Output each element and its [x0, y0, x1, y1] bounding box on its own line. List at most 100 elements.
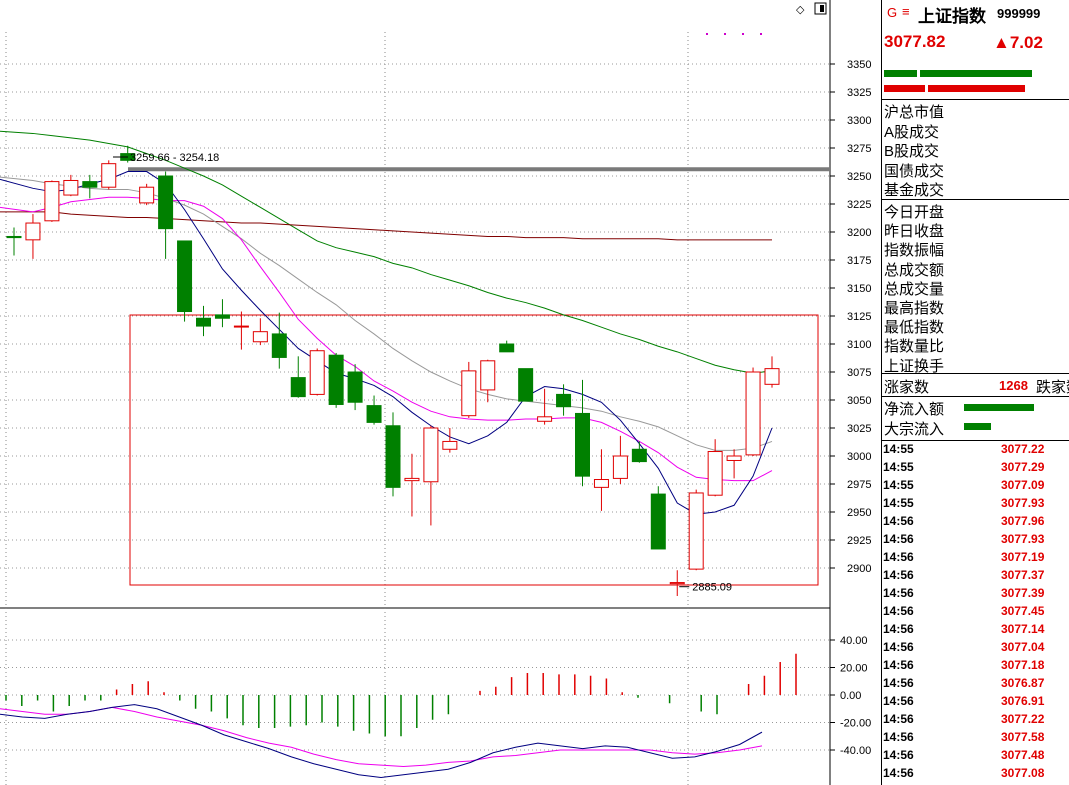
y-tick-label: 3025	[847, 423, 871, 435]
tick-price: 3077.14	[1001, 622, 1045, 636]
stat-label: 指数量比	[884, 338, 945, 356]
candle-body	[252, 331, 268, 343]
tick-time: 14:56	[883, 730, 914, 744]
y-tick-label: 2975	[847, 479, 871, 491]
macd-dea-line	[0, 706, 763, 768]
macd-y-tick-label: 0.00	[840, 690, 861, 702]
candle-body	[347, 371, 363, 403]
y-tick-label: 2950	[847, 507, 871, 519]
red-bar-right	[928, 85, 1025, 92]
turnover-label: 基金成交	[884, 182, 945, 199]
candle-body	[328, 354, 344, 405]
tick-time: 14:56	[883, 514, 914, 528]
current-price: 3077.82	[884, 32, 946, 51]
candle-body	[442, 440, 458, 450]
candle-body	[271, 333, 287, 358]
ma-slow-line	[0, 211, 772, 241]
y-tick-label: 3350	[847, 59, 871, 71]
tick-time: 14:56	[883, 550, 914, 564]
turnover-label: B股成交	[884, 143, 940, 160]
g-label[interactable]: G	[887, 5, 898, 20]
candle-body	[25, 222, 41, 241]
y-tick-label: 3300	[847, 115, 871, 127]
stat-label: 总成交量	[884, 280, 945, 298]
candle-body	[139, 186, 155, 204]
diamond-icon: ◇	[796, 4, 805, 16]
price-change: ▲7.02	[993, 33, 1043, 52]
tick-time: 14:56	[883, 676, 914, 690]
macd-y-tick-label: 20.00	[840, 663, 868, 675]
index-name: 上证指数	[918, 7, 986, 26]
high-label: 3259.66 - 3254.18	[130, 152, 219, 164]
candle-body	[707, 451, 723, 496]
y-tick-label: 3200	[847, 227, 871, 239]
dec-label: 跌家数	[1036, 379, 1069, 396]
ma-long-line	[0, 176, 773, 451]
turnover-label: A股成交	[884, 123, 940, 141]
stat-label: 今日开盘	[884, 204, 945, 221]
stat-label: 指数振幅	[884, 242, 945, 260]
tick-price: 3077.45	[1001, 604, 1045, 618]
low-label: 2885.09	[692, 582, 732, 594]
y-tick-label: 3275	[847, 143, 871, 155]
tick-price: 3077.19	[1001, 550, 1045, 564]
adv-label: 涨家数	[884, 379, 930, 396]
macd-y-tick-label: -40.00	[840, 745, 871, 757]
y-tick-label: 3100	[847, 339, 871, 351]
tick-time: 14:56	[883, 694, 914, 708]
tick-price: 3077.37	[1001, 568, 1045, 582]
tick-price: 3077.58	[1001, 730, 1045, 744]
candle-body	[650, 493, 666, 550]
macd-y-tick-label: 40.00	[840, 635, 868, 647]
tick-price: 3077.29	[1001, 460, 1045, 474]
y-tick-label: 3225	[847, 199, 871, 211]
y-tick-label: 3175	[847, 255, 871, 267]
stat-label: 最高指数	[884, 300, 945, 317]
candle-body	[593, 479, 609, 488]
stat-label: 总成交额	[884, 261, 945, 279]
tick-price: 3076.87	[1001, 676, 1045, 690]
candle-body	[631, 448, 647, 463]
tick-price: 3077.22	[1001, 712, 1045, 726]
tick-price: 3077.93	[1001, 532, 1045, 546]
candle-body	[158, 175, 174, 230]
candle-body	[518, 368, 534, 402]
marker-dot	[742, 33, 744, 35]
candle-body	[177, 240, 193, 313]
red-bar-left	[884, 85, 925, 92]
candle-body	[688, 492, 704, 570]
quote-panel: G ≡ 上证指数 999999 3077.82 ▲7.02 沪总市值 A股成交 B股…	[881, 0, 1069, 785]
stat-label: 最低指数	[884, 319, 945, 337]
tick-price: 3077.96	[1001, 514, 1045, 528]
stat-label: 昨日收盘	[884, 223, 945, 241]
candle-body	[423, 427, 439, 483]
green-bar-right	[920, 70, 1032, 77]
tick-price: 3077.08	[1001, 766, 1045, 780]
ma-slowest-line	[0, 130, 773, 374]
tick-price: 3077.22	[1001, 442, 1045, 456]
candle-body	[63, 179, 79, 196]
candle-body	[214, 314, 230, 319]
candle-body	[44, 181, 60, 222]
candle-body	[480, 360, 496, 391]
candle-body	[556, 393, 572, 408]
tick-time: 14:55	[883, 442, 914, 456]
marker-dot	[760, 33, 762, 35]
candle-body	[6, 235, 22, 239]
tick-price: 3077.48	[1001, 748, 1045, 762]
turnover-label: 国债成交	[884, 162, 945, 180]
candle-body	[575, 412, 590, 477]
candle-body	[537, 416, 553, 422]
menu-icon[interactable]: ≡	[902, 4, 910, 19]
tick-time: 14:56	[883, 532, 914, 546]
tick-time: 14:56	[883, 658, 914, 672]
marker-dot	[706, 33, 708, 35]
tick-time: 14:56	[883, 640, 914, 654]
tick-time: 14:55	[883, 460, 914, 474]
tick-price: 3077.18	[1001, 658, 1045, 672]
candle-body	[385, 425, 401, 488]
candle-body	[290, 377, 306, 398]
toggle-icon-fill	[820, 5, 824, 12]
y-tick-label: 3250	[847, 171, 871, 183]
selection-box	[129, 314, 819, 586]
